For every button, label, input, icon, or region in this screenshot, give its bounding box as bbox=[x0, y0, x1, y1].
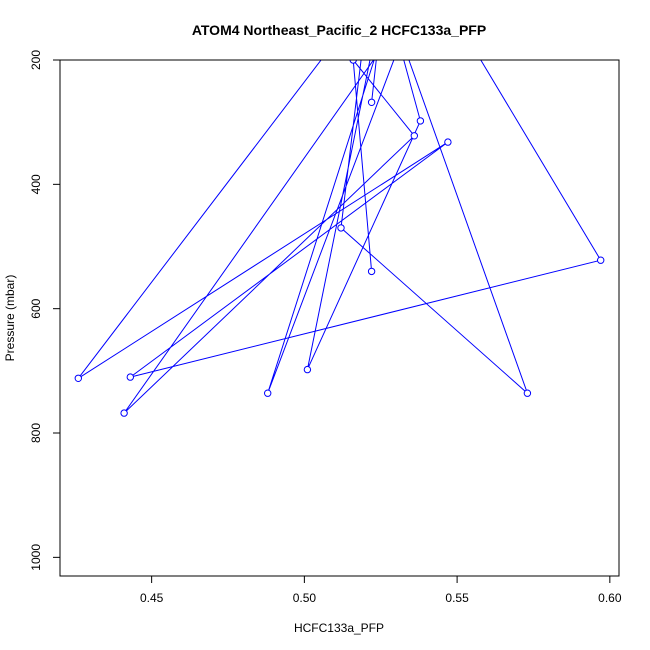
data-point bbox=[365, 0, 371, 1]
data-point bbox=[416, 117, 425, 125]
data-point bbox=[349, 60, 357, 64]
data-point bbox=[367, 98, 376, 107]
chart-title: ATOM4 Northeast_Pacific_2 HCFC133a_PFP bbox=[192, 22, 486, 38]
y-tick-label: 400 bbox=[29, 174, 43, 194]
data-point bbox=[303, 365, 312, 374]
data-point bbox=[410, 132, 418, 140]
data-point bbox=[448, 7, 454, 13]
data-point bbox=[337, 224, 345, 232]
x-axis: 0.45 0.50 0.55 0.60 bbox=[140, 576, 622, 605]
data-point bbox=[523, 389, 532, 397]
data-point bbox=[444, 138, 452, 146]
data-point bbox=[414, 0, 420, 1]
series-layer bbox=[74, 0, 605, 417]
data-point bbox=[384, 0, 390, 1]
series-line bbox=[77, 60, 602, 414]
x-axis-label: HCFC133a_PFP bbox=[294, 621, 384, 635]
data-point bbox=[264, 389, 272, 397]
plot-frame bbox=[59, 59, 620, 577]
x-tick-label: 0.60 bbox=[598, 591, 622, 605]
data-point bbox=[74, 374, 83, 382]
x-tick-label: 0.55 bbox=[445, 591, 469, 605]
y-axis: 200 400 600 800 1000 bbox=[29, 50, 60, 571]
y-tick-label: 1000 bbox=[29, 544, 43, 571]
x-tick-label: 0.50 bbox=[293, 591, 317, 605]
y-tick-label: 600 bbox=[29, 298, 43, 318]
y-tick-label: 800 bbox=[29, 423, 43, 443]
data-point bbox=[126, 373, 135, 381]
data-point bbox=[367, 267, 376, 276]
data-point bbox=[120, 409, 128, 417]
y-axis-label: Pressure (mbar) bbox=[3, 275, 17, 362]
x-tick-label: 0.45 bbox=[140, 591, 164, 605]
y-tick-label: 200 bbox=[29, 50, 43, 70]
data-point bbox=[597, 256, 605, 264]
